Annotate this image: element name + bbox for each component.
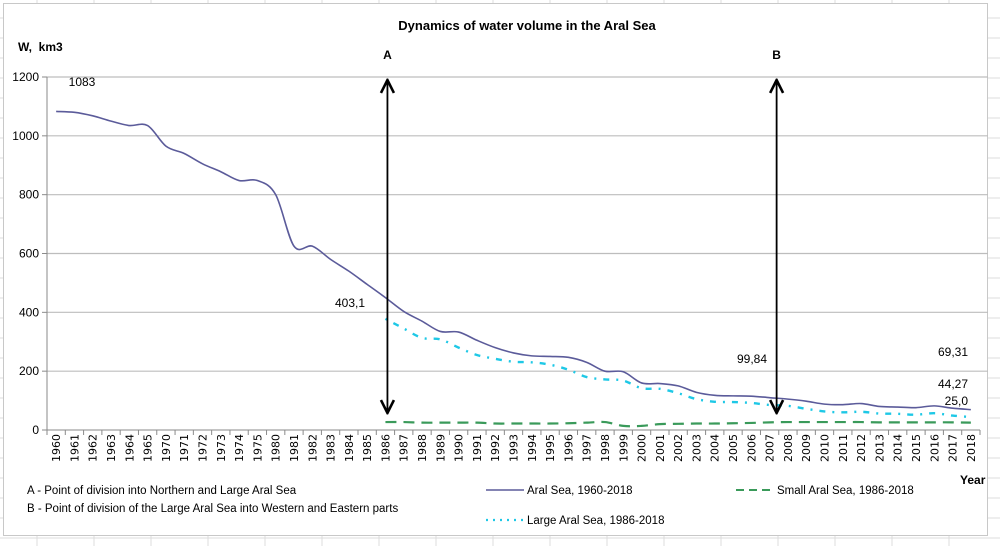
x-tick-label: 1988 xyxy=(416,434,429,462)
x-tick-label: 1990 xyxy=(453,434,466,462)
x-tick-label: 1994 xyxy=(526,434,539,462)
x-tick-label: 1981 xyxy=(288,434,301,462)
data-label: 403,1 xyxy=(335,296,365,310)
x-tick-label: 2007 xyxy=(764,434,777,462)
y-tick-label: 800 xyxy=(19,188,39,202)
legend: Aral Sea, 1960-2018 Small Aral Sea, 1986… xyxy=(486,485,914,527)
x-tick-label: 1975 xyxy=(251,434,264,462)
x-tick-label: 2001 xyxy=(654,434,667,462)
x-tick-label: 1982 xyxy=(306,434,319,462)
x-tick-label: 2002 xyxy=(672,434,685,462)
y-gridlines xyxy=(42,76,988,431)
x-tick-label: 2011 xyxy=(837,434,850,462)
x-tick-label: 1972 xyxy=(197,434,210,462)
x-tick-label: 2014 xyxy=(892,434,905,462)
x-tick-label: 1992 xyxy=(489,434,502,462)
series-line-aral-sea-1960-2018 xyxy=(56,110,971,411)
x-tick-label: 2009 xyxy=(800,434,813,462)
x-tick-label: 1970 xyxy=(160,434,173,462)
y-tick-label: 600 xyxy=(19,247,39,261)
data-label: 25,0 xyxy=(945,394,969,408)
x-tick-label: 1960 xyxy=(50,434,63,462)
x-tick-label: 1963 xyxy=(105,434,118,462)
x-tick-label: 1973 xyxy=(215,434,228,462)
x-tick-label: 2013 xyxy=(873,434,886,462)
x-tick-label: 1987 xyxy=(398,434,411,462)
x-tick-label: 1999 xyxy=(617,434,630,462)
data-label: 1083 xyxy=(69,75,96,89)
x-tick-label: 1983 xyxy=(325,434,338,462)
data-label: 69,31 xyxy=(938,345,968,359)
x-tick-label: 1965 xyxy=(142,434,155,462)
x-tick-label: 1995 xyxy=(544,434,557,462)
x-tick-label: 1980 xyxy=(270,434,283,462)
x-tick-label: 2012 xyxy=(855,434,868,462)
x-tick-label: 1971 xyxy=(178,434,191,462)
series-line-small-aral-sea-1986-2018 xyxy=(385,420,971,428)
x-tick-label: 1993 xyxy=(508,434,521,462)
data-labels: 1083 403,1 99,84 69,31 44,27 25,0 xyxy=(69,75,969,408)
x-tick-label: 2004 xyxy=(709,434,722,462)
x-tick-label: 1974 xyxy=(233,434,246,462)
data-label: 99,84 xyxy=(737,352,767,366)
x-tick-label: 2008 xyxy=(782,434,795,462)
x-tick-label: 2018 xyxy=(965,434,978,462)
marker-label-b: B xyxy=(772,48,781,62)
x-tick-label: 1996 xyxy=(562,434,575,462)
x-tick-label: 2006 xyxy=(745,434,758,462)
x-tick-label: 1985 xyxy=(361,434,374,462)
marker-a-description: A - Point of division into Northern and … xyxy=(27,485,297,497)
x-tick-label: 2003 xyxy=(690,434,703,462)
y-tick-label: 0 xyxy=(32,423,39,437)
x-tick-label: 2016 xyxy=(928,434,941,462)
legend-label-aral: Aral Sea, 1960-2018 xyxy=(527,485,633,497)
y-axis-title: W, km3 xyxy=(18,40,63,54)
x-tick-label: 2000 xyxy=(636,434,649,462)
x-tick-labels: 1960 1961 1962 1963 1964 1965 1970 1971 1972 1973… xyxy=(50,434,978,462)
x-tick-label: 1997 xyxy=(581,434,594,462)
series-line-large-aral-sea-1986-2018 xyxy=(384,317,971,419)
legend-label-large-aral: Large Aral Sea, 1986-2018 xyxy=(527,515,664,527)
x-tick-label: 1962 xyxy=(87,434,100,462)
legend-label-small-aral: Small Aral Sea, 1986-2018 xyxy=(777,485,914,497)
marker-b-description: B - Point of division of the Large Aral … xyxy=(27,503,398,515)
x-tick-label: 2010 xyxy=(819,434,832,462)
y-tick-label: 1000 xyxy=(12,129,39,143)
x-tick-label: 2017 xyxy=(947,434,960,462)
y-tick-label: 1200 xyxy=(12,70,39,84)
x-tick-label: 1961 xyxy=(68,434,81,462)
x-tick-label: 1998 xyxy=(599,434,612,462)
x-tick-label: 1984 xyxy=(343,434,356,462)
x-tick-label: 2015 xyxy=(910,434,923,462)
x-tick-label: 1991 xyxy=(471,434,484,462)
x-tick-label: 2005 xyxy=(727,434,740,462)
x-tick-label: 1986 xyxy=(379,434,392,462)
x-axis-title: Year xyxy=(960,473,986,487)
marker-label-a: A xyxy=(383,48,392,62)
x-tick-label: 1964 xyxy=(123,434,136,462)
data-label: 44,27 xyxy=(938,377,968,391)
y-tick-labels: 0 200 400 600 800 1000 1200 xyxy=(12,70,39,437)
y-tick-label: 200 xyxy=(19,364,39,378)
x-tick-label: 1989 xyxy=(434,434,447,462)
y-tick-label: 400 xyxy=(19,305,39,319)
chart-title: Dynamics of water volume in the Aral Sea xyxy=(398,18,656,33)
chart-area[interactable] xyxy=(3,3,988,536)
axes xyxy=(46,77,981,435)
series-lines xyxy=(56,110,971,428)
